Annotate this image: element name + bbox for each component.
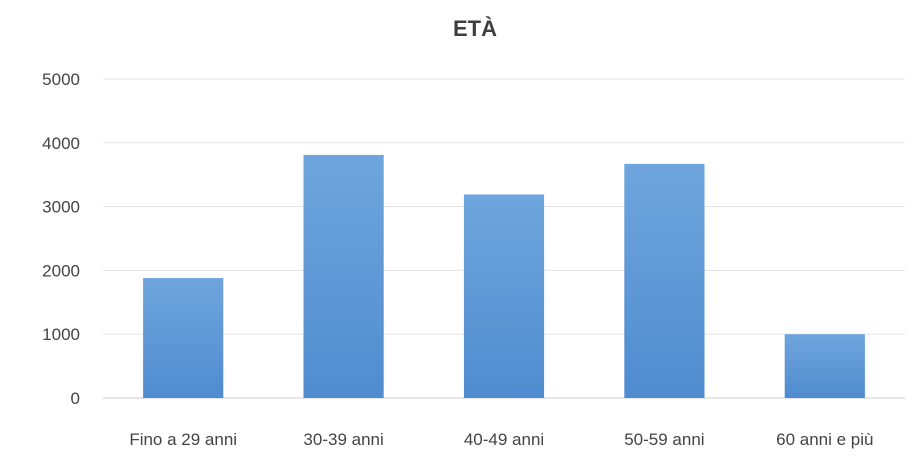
bar-2 (303, 154, 384, 398)
bar-4 (624, 163, 705, 398)
bars (143, 154, 865, 398)
x-tick-label: 40-49 anni (464, 430, 544, 449)
chart-title: ETÀ (453, 16, 497, 41)
y-axis-ticks: 0 1000 2000 3000 4000 5000 (42, 70, 80, 408)
y-tick-label: 5000 (42, 70, 80, 89)
x-tick-label: Fino a 29 anni (129, 430, 237, 449)
bar-3 (463, 194, 545, 398)
y-tick-label: 0 (71, 389, 80, 408)
bar-5 (784, 334, 865, 398)
x-tick-label: 50-59 anni (624, 430, 704, 449)
bar-1 (143, 278, 224, 398)
x-axis-ticks: Fino a 29 anni 30-39 anni 40-49 anni 50-59 … (129, 430, 873, 449)
y-tick-label: 2000 (42, 261, 80, 280)
x-tick-label: 30-39 anni (303, 430, 383, 449)
x-tick-label: 60 anni e più (776, 430, 873, 449)
y-tick-label: 3000 (42, 198, 80, 217)
y-tick-label: 4000 (42, 134, 80, 153)
y-tick-label: 1000 (42, 325, 80, 344)
